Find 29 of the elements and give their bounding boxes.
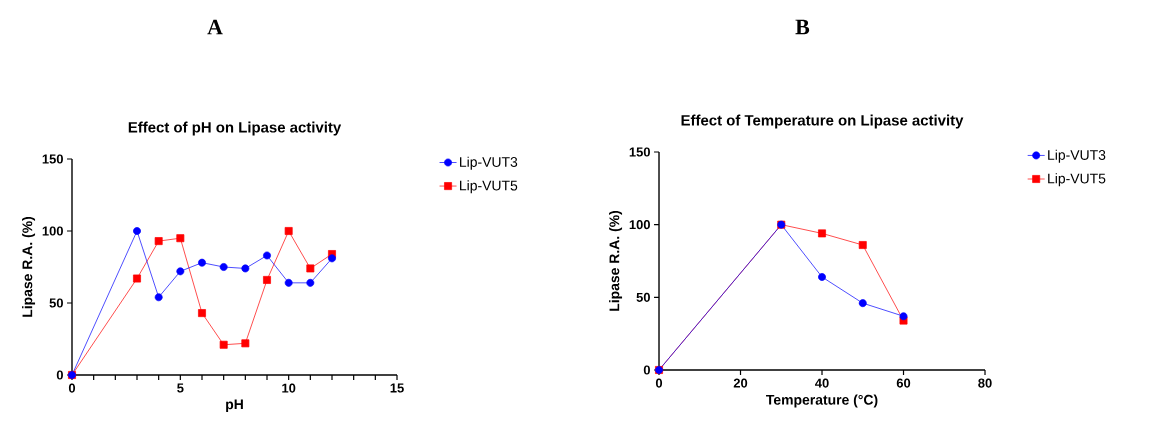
legend-label: Lip-VUT3 [1048, 149, 1106, 163]
y-tick-label: 100 [42, 226, 63, 236]
y-tick-label: 50 [636, 292, 650, 302]
x-tick-label: 80 [978, 378, 992, 388]
x-tick-label: 5 [177, 383, 184, 393]
x-axis-title: Temperature (°C) [766, 394, 878, 408]
x-axis-title: pH [226, 399, 243, 412]
x-tick-label: 60 [896, 378, 911, 388]
text: A [207, 19, 223, 35]
chart-title: Effect of Temperature on Lipase activity [681, 114, 964, 129]
x-tick-label: 15 [390, 383, 404, 393]
y-tick-label: 0 [56, 370, 63, 380]
legend-label: Lip-VUT3 [460, 156, 518, 170]
y-tick-label: 150 [629, 147, 650, 157]
x-tick-label: 0 [655, 378, 663, 388]
legend-label: Lip-VUT5 [460, 180, 518, 194]
y-axis-title: Lipase R.A. (%) [22, 216, 36, 317]
x-tick-label: 10 [282, 383, 296, 393]
y-tick-label: 0 [643, 365, 650, 375]
y-axis-title: Lipase R.A. (%) [609, 210, 623, 311]
x-tick-label: 20 [733, 378, 748, 388]
text: B [795, 19, 810, 35]
legend-label: Lip-VUT5 [1048, 173, 1106, 187]
x-tick-label: 0 [68, 383, 76, 393]
y-tick-label: 150 [42, 154, 63, 164]
y-tick-label: 100 [629, 220, 650, 230]
chart-title: Effect of pH on Lipase activity [128, 121, 342, 136]
y-tick-label: 50 [49, 298, 63, 308]
x-tick-label: 40 [815, 378, 829, 388]
